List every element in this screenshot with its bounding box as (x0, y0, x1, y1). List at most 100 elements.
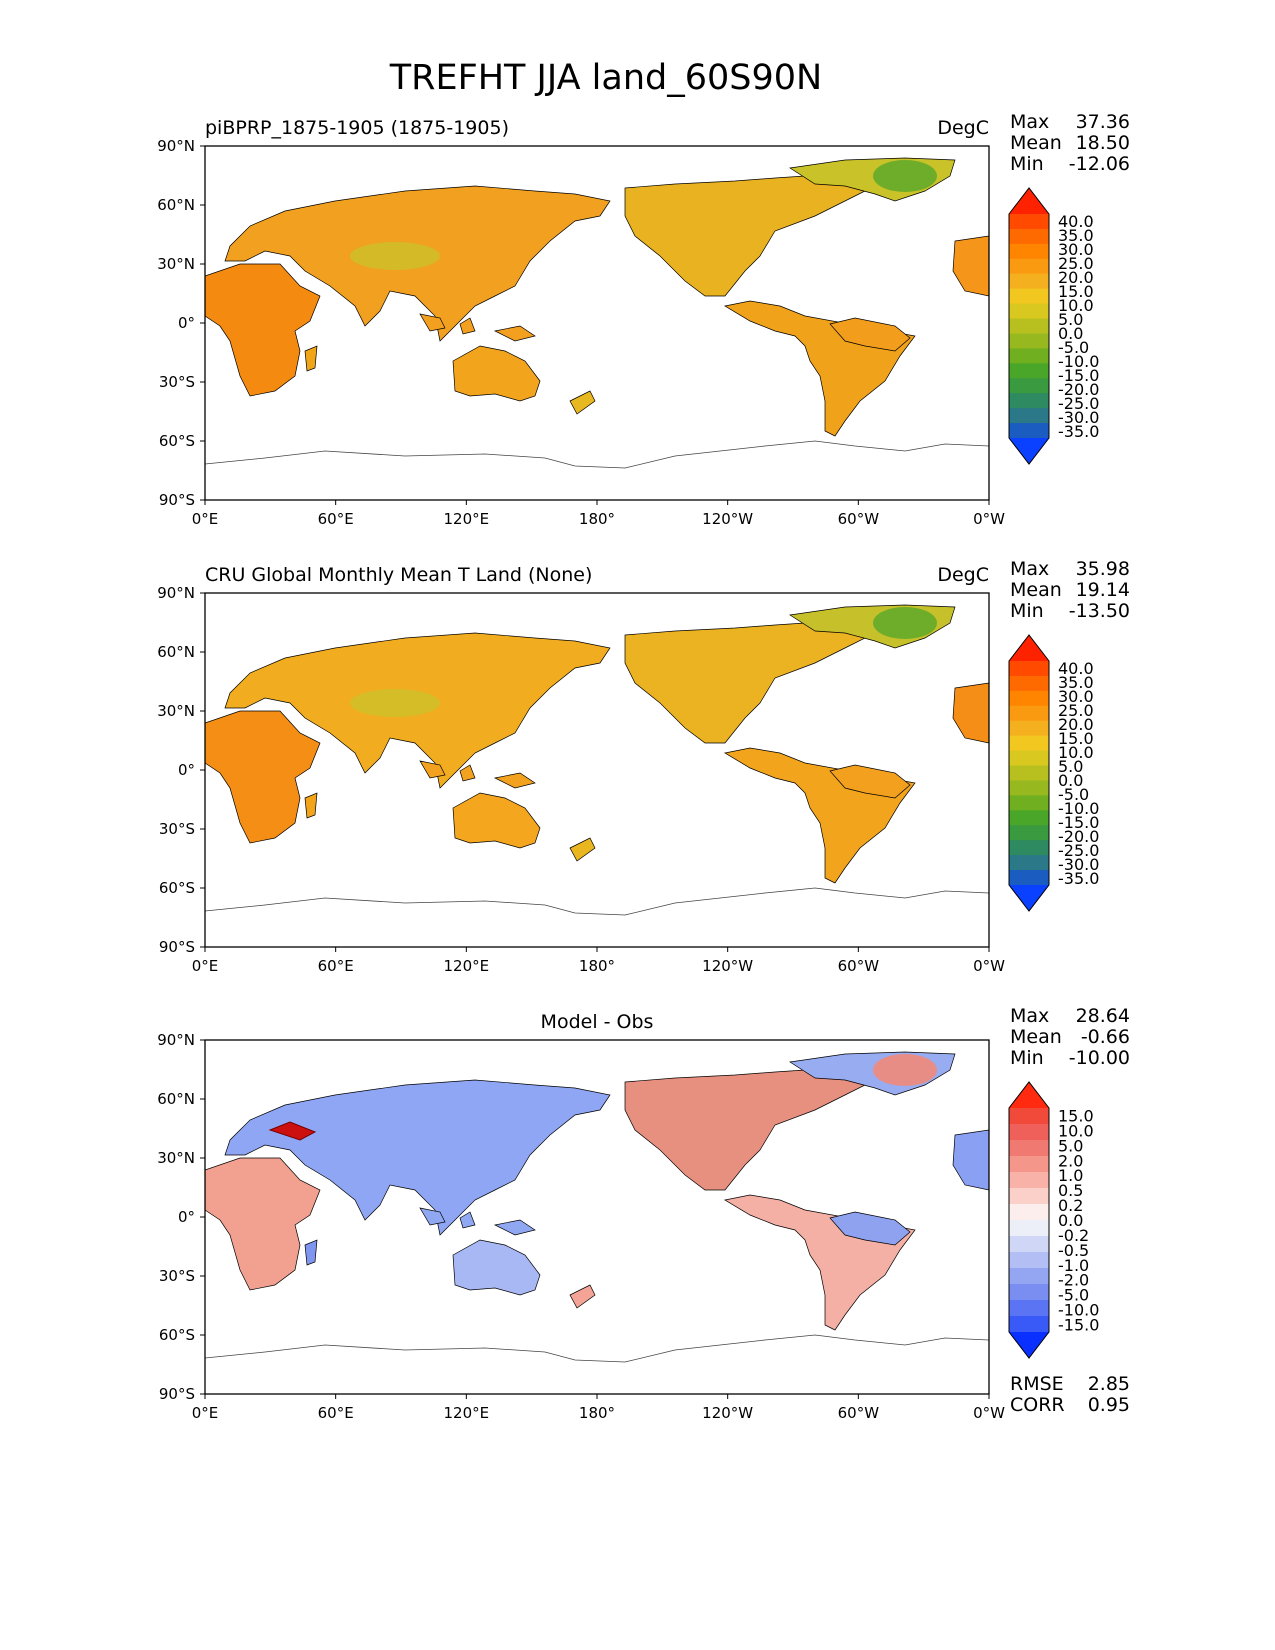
land-region (419, 760, 536, 789)
x-tick-label: 60°E (318, 510, 354, 528)
colorbar-tick-label: 15.0 (1058, 1106, 1094, 1125)
stat-label: Mean (1010, 579, 1062, 601)
colorbar-tick-label: 0.0 (1058, 1211, 1083, 1230)
stat-value: 28.64 (1076, 1005, 1130, 1027)
stat-label: Min (1010, 600, 1044, 622)
y-tick-label: 0° (178, 1208, 195, 1226)
colorbar-bin (1009, 750, 1049, 767)
land-region (624, 1069, 887, 1191)
land-region (205, 710, 321, 844)
x-tick-label: 180° (579, 957, 615, 975)
colorbar-extend-max (1009, 1082, 1049, 1108)
stat-label: Min (1010, 1047, 1044, 1069)
colorbar-bin (1009, 1172, 1049, 1189)
colorbar-bin (1009, 690, 1049, 707)
colorbar-tick-label: -0.2 (1058, 1226, 1089, 1245)
colorbar-bin (1009, 780, 1049, 796)
colorbar-extend-max (1009, 635, 1049, 661)
colorbar-bin (1009, 393, 1049, 409)
colorbar-bin (1009, 720, 1049, 737)
map-area (204, 145, 990, 501)
x-tick-label: 120°E (444, 510, 490, 528)
y-tick-label: 60°N (157, 1090, 195, 1108)
land-region (624, 622, 887, 744)
y-tick-label: 60°S (159, 1326, 195, 1344)
metric-label: RMSE (1010, 1373, 1064, 1395)
land-region (304, 1239, 318, 1266)
colorbar-bin (1009, 288, 1049, 305)
x-tick-label: 60°W (838, 510, 880, 528)
map-panel-1: piBPRP_1875-1905 (1875-1905) DegC 0°E 60°E 1… (157, 111, 1130, 528)
colorbar-outline (1008, 187, 1050, 465)
colorbar-tick-label: 10.0 (1058, 1121, 1094, 1140)
colorbar-tick-label: 5.0 (1058, 1136, 1083, 1155)
colorbar-bin (1009, 423, 1049, 439)
stat-value: -10.00 (1069, 1047, 1130, 1069)
tibet-region (350, 689, 440, 717)
y-tick-label: 60°N (157, 643, 195, 661)
colorbar-bin (1009, 1108, 1049, 1125)
colorbar-tick-label: 5.0 (1058, 757, 1083, 776)
metric-value: 2.85 (1088, 1373, 1130, 1395)
y-tick-label: 30°S (159, 1267, 195, 1285)
panel-center-title: Model - Obs (541, 1011, 654, 1033)
antarctica-coastline (205, 440, 989, 469)
x-tick-label: 120°W (702, 1404, 753, 1422)
colorbar-bin (1009, 228, 1049, 245)
land-region (952, 682, 989, 744)
stat-label: Min (1010, 153, 1044, 175)
stat-label: Max (1010, 1005, 1049, 1027)
colorbar-tick-label: -10.0 (1058, 799, 1099, 818)
x-tick-label: 0°E (192, 510, 219, 528)
land-region (829, 764, 911, 799)
antarctica-coastline (205, 887, 989, 916)
colorbar-bin (1009, 661, 1049, 677)
colorbar-extend-min (1009, 438, 1049, 464)
colorbar-bin (1009, 378, 1049, 394)
y-tick-label: 60°N (157, 196, 195, 214)
greenland-cold-region (873, 607, 937, 639)
y-tick-label: 60°S (159, 432, 195, 450)
colorbar: 40.035.030.025.020.015.010.05.00.0-5.0-1… (1008, 187, 1099, 465)
colorbar-tick-label: -20.0 (1058, 827, 1099, 846)
panel-units: DegC (937, 564, 989, 586)
colorbar-bin (1009, 258, 1049, 275)
colorbar-tick-label: 35.0 (1058, 673, 1094, 692)
x-tick-label: 0°W (973, 510, 1005, 528)
y-tick-label: 90°S (159, 1385, 195, 1403)
colorbar-bin (1009, 825, 1049, 841)
land-region (419, 313, 536, 342)
antarctica-coastline (205, 1334, 989, 1363)
stat-label: Max (1010, 558, 1049, 580)
colorbar-bin (1009, 1284, 1049, 1301)
y-tick-label: 0° (178, 314, 195, 332)
colorbar-bin (1009, 735, 1049, 752)
colorbar-extend-min (1009, 885, 1049, 911)
metric-label: CORR (1010, 1394, 1065, 1416)
colorbar-tick-label: -10.0 (1058, 352, 1099, 371)
colorbar-bin (1009, 1140, 1049, 1157)
colorbar-bin (1009, 1268, 1049, 1285)
colorbar-bin (1009, 214, 1049, 230)
metric-value: 0.95 (1088, 1394, 1130, 1416)
colorbar-bin (1009, 705, 1049, 722)
colorbar-tick-label: 30.0 (1058, 687, 1094, 706)
colorbar-bin (1009, 1124, 1049, 1141)
y-tick-label: 30°S (159, 820, 195, 838)
colorbar-tick-label: 10.0 (1058, 743, 1094, 762)
land-region (952, 235, 989, 297)
x-tick-label: 0°W (973, 957, 1005, 975)
y-tick-label: 90°N (157, 584, 195, 602)
land-region (569, 837, 596, 862)
land-region (452, 1239, 541, 1296)
colorbar-tick-label: -2.0 (1058, 1271, 1089, 1290)
land-region (205, 1157, 321, 1291)
colorbar-bin (1009, 408, 1049, 424)
colorbar-outline (1008, 634, 1050, 912)
colorbar-bin (1009, 765, 1049, 781)
y-tick-label: 30°N (157, 1149, 195, 1167)
land-region (952, 1129, 989, 1191)
panel-left-title: piBPRP_1875-1905 (1875-1905) (205, 117, 509, 139)
colorbar-bin (1009, 243, 1049, 260)
colorbar-tick-label: 1.0 (1058, 1166, 1083, 1185)
